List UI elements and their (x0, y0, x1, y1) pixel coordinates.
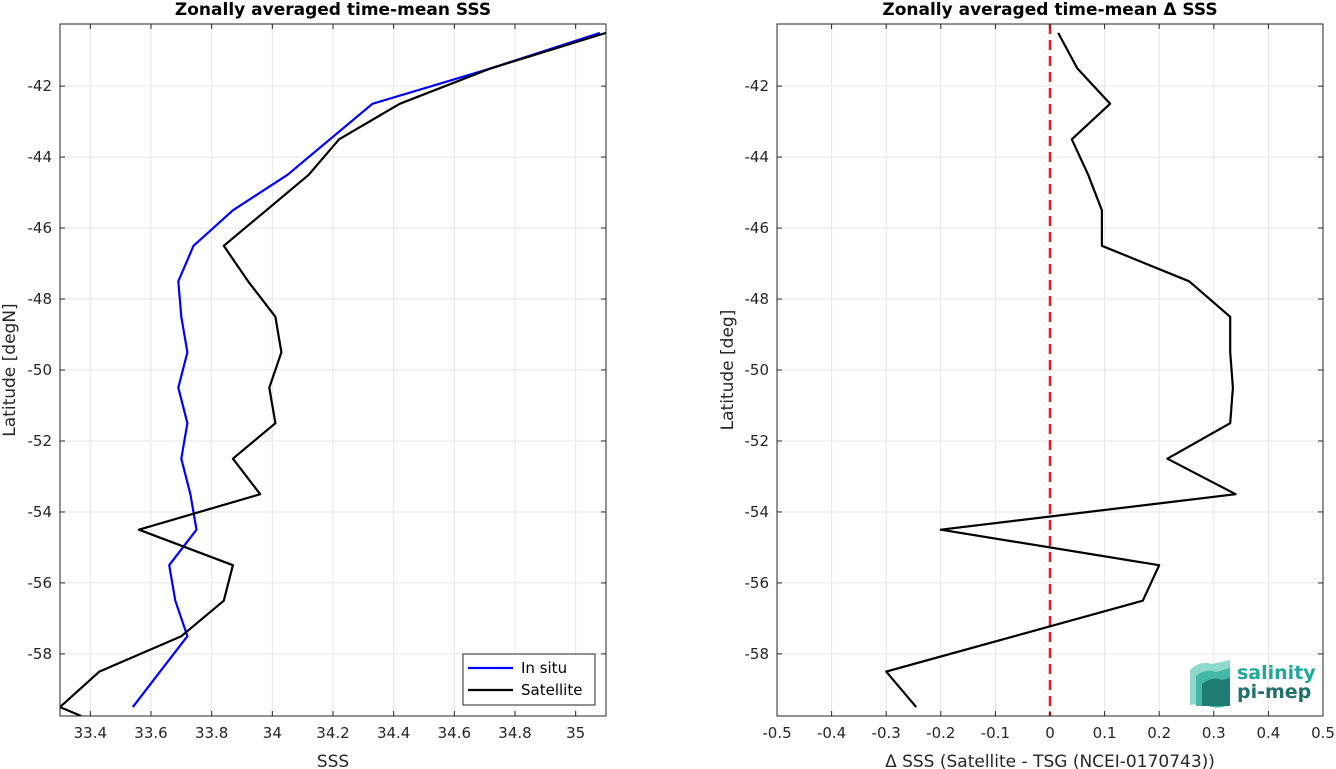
delta-sss-y-tick-label: -58 (745, 645, 770, 663)
delta-sss-x-tick-label: 0.4 (1256, 724, 1280, 742)
delta-sss-series-delta-line (885, 32, 1237, 708)
sss-y-tick-label: -52 (28, 432, 53, 450)
sss-y-tick-label: -48 (28, 290, 53, 308)
delta-sss-x-axis-label: Δ SSS (Satellite - TSG (NCEI-0170743)) (885, 752, 1215, 769)
sss-x-tick-label: 33.4 (74, 724, 107, 742)
delta-sss-y-tick-label: -44 (745, 148, 770, 166)
legend-box (462, 653, 596, 706)
delta-sss-panel: Zonally averaged time-mean Δ SSS -0.5 -0.… (718, 0, 1335, 769)
sss-panel: Zonally averaged time-mean SSS 33.4 33.6 3… (0, 0, 607, 769)
sss-y-tick-label: -46 (28, 219, 53, 237)
delta-sss-x-tick-label: -0.4 (817, 724, 846, 742)
delta-sss-panel-title: Zonally averaged time-mean Δ SSS (882, 0, 1217, 20)
delta-sss-x-tick-label: -0.5 (762, 724, 791, 742)
delta-sss-x-tick-label: -0.3 (872, 724, 901, 742)
delta-sss-x-tick-label: 0.2 (1147, 724, 1171, 742)
sss-panel-title: Zonally averaged time-mean SSS (175, 0, 491, 20)
sss-y-tick-label: -54 (28, 503, 53, 521)
delta-sss-y-tick-label: -46 (745, 219, 770, 237)
sss-y-axis-label: Latitude [degN] (0, 303, 20, 436)
delta-sss-x-tick-label: -0.2 (926, 724, 955, 742)
sss-x-axis-label: SSS (317, 752, 349, 769)
delta-sss-y-tick-label: -48 (745, 290, 770, 308)
sss-x-tick-label: 34.4 (377, 724, 410, 742)
delta-sss-y-tick-label: -54 (745, 503, 770, 521)
sss-x-tick-label: 33.6 (134, 724, 167, 742)
delta-sss-x-tick-label: -0.1 (981, 724, 1010, 742)
delta-sss-x-tick-label: 0.1 (1093, 724, 1117, 742)
delta-sss-x-tick-label: 0.5 (1311, 724, 1335, 742)
sss-series-in-situ-line (131, 31, 601, 708)
sss-x-tick-label: 34.6 (438, 724, 471, 742)
delta-sss-x-tick-label: 0.3 (1202, 724, 1226, 742)
legend: In situ Satellite (462, 653, 596, 706)
sss-x-tick-label: 34.8 (498, 724, 531, 742)
sss-y-tick-label: -50 (28, 361, 53, 379)
sss-y-tick-label: -58 (28, 645, 53, 663)
sss-series-satellite-line (60, 31, 606, 716)
salinity-pi-mep-logo: salinity pi-mep (1190, 660, 1316, 708)
delta-sss-y-axis-label: Latitude [deg] (718, 310, 738, 431)
delta-sss-y-tick-label: -42 (745, 77, 770, 95)
delta-sss-y-tick-label: -52 (745, 432, 770, 450)
sss-x-tick-label: 35 (566, 724, 585, 742)
sss-x-tick-label: 34.2 (316, 724, 349, 742)
sss-x-tick-label: 34 (263, 724, 282, 742)
legend-label-in-situ: In situ (521, 659, 567, 677)
delta-sss-y-tick-label: -56 (745, 574, 770, 592)
logo-text-line2: pi-mep (1237, 681, 1311, 703)
legend-label-satellite: Satellite (521, 681, 582, 699)
sss-x-tick-label: 33.8 (195, 724, 228, 742)
sss-y-tick-label: -42 (28, 77, 53, 95)
delta-sss-x-tick-label: 0 (1045, 724, 1055, 742)
sss-y-tick-label: -44 (28, 148, 53, 166)
sss-y-tick-label: -56 (28, 574, 53, 592)
delta-sss-y-tick-label: -50 (745, 361, 770, 379)
logo-text-line1: salinity (1237, 662, 1316, 684)
logo-wave-icon (1190, 660, 1230, 708)
